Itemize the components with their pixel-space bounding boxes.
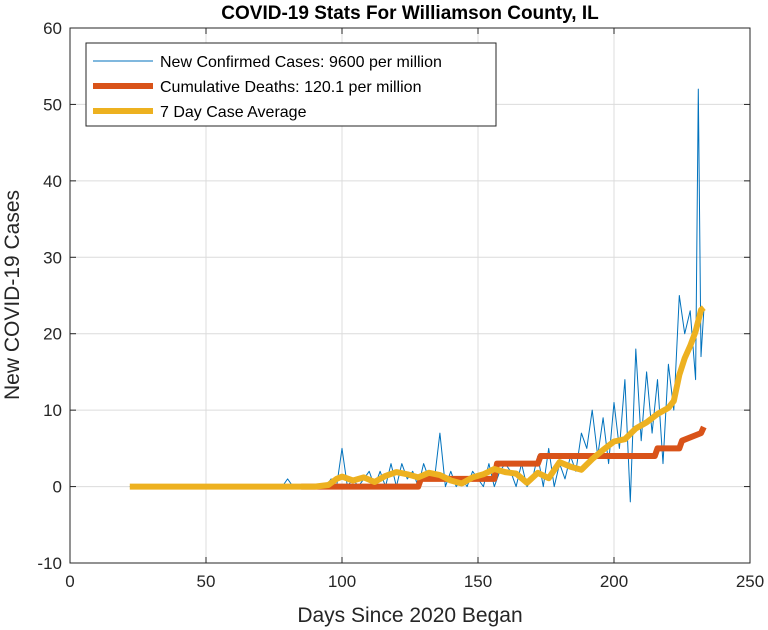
y-tick-label: 50 — [43, 95, 62, 114]
legend-label-deaths: Cumulative Deaths: 120.1 per million — [160, 79, 421, 96]
y-tick-label: 30 — [43, 248, 62, 267]
y-axis-label: New COVID-19 Cases — [1, 190, 24, 400]
legend-label-7day-average: 7 Day Case Average — [160, 104, 307, 121]
y-tick-label: 0 — [53, 478, 62, 497]
x-tick-label: 0 — [65, 572, 74, 591]
y-tick-label: 20 — [43, 325, 62, 344]
series-layer — [129, 88, 707, 503]
x-tick-label: 150 — [464, 572, 492, 591]
y-tick-label: -10 — [37, 554, 62, 573]
legend-label-new-cases: New Confirmed Cases: 9600 per million — [160, 54, 442, 71]
chart-title: COVID-19 Stats For Williamson County, IL — [221, 3, 599, 24]
y-tick-label: 60 — [43, 19, 62, 38]
x-tick-label: 250 — [736, 572, 764, 591]
y-tick-label: 40 — [43, 172, 62, 191]
legend: New Confirmed Cases: 9600 per million Cu… — [85, 42, 497, 127]
x-tick-label: 50 — [197, 572, 216, 591]
x-tick-label: 200 — [600, 572, 628, 591]
x-tick-label: 100 — [328, 572, 356, 591]
y-tick-label: 10 — [43, 401, 62, 420]
axes-box — [69, 27, 751, 564]
legend-box — [85, 42, 497, 127]
series-7day-average-line — [129, 305, 706, 490]
x-axis-label: Days Since 2020 Began — [297, 604, 522, 627]
